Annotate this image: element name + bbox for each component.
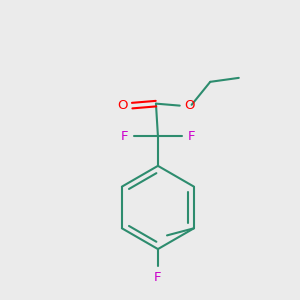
Text: F: F xyxy=(154,271,162,284)
Text: F: F xyxy=(187,130,195,142)
Text: O: O xyxy=(184,99,195,112)
Text: F: F xyxy=(121,130,129,142)
Text: O: O xyxy=(117,99,128,112)
